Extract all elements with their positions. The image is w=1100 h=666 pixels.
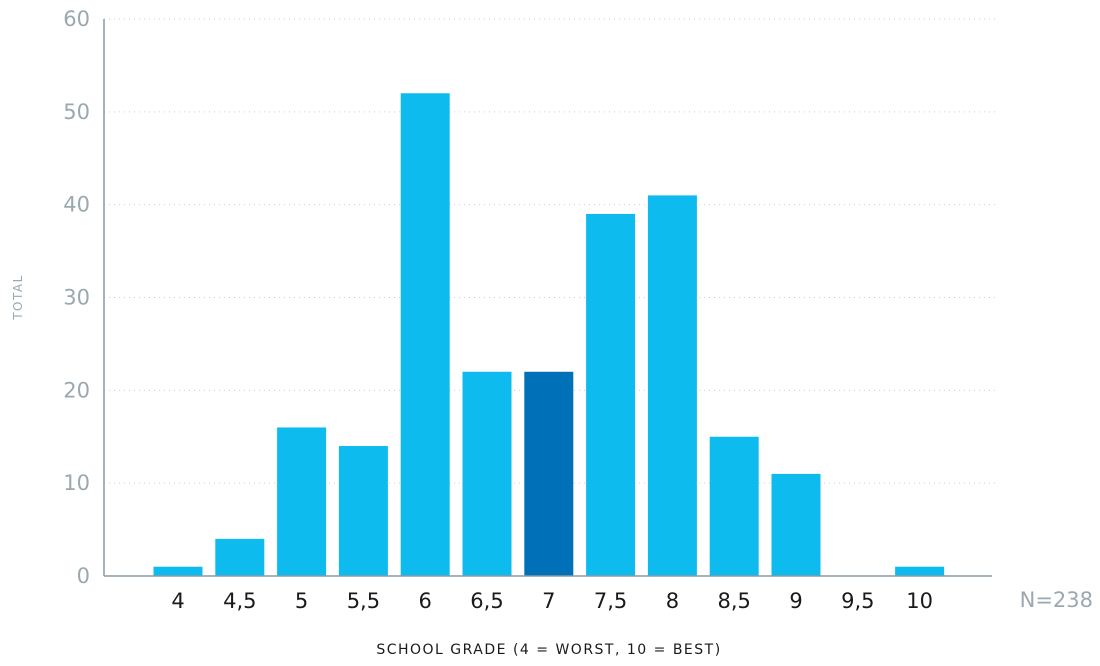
sample-size-annotation: N=238 bbox=[1020, 588, 1093, 612]
y-tick-label: 10 bbox=[63, 471, 90, 495]
x-tick-label: 8,5 bbox=[717, 589, 750, 613]
y-tick-labels: 0 10 20 30 40 50 60 bbox=[63, 7, 90, 588]
bar bbox=[153, 566, 203, 576]
y-tick-label: 50 bbox=[63, 100, 90, 124]
bar bbox=[462, 371, 512, 576]
x-tick-labels: 4 4,5 5 5,5 6 6,5 7 7,5 8 8,5 9 9,5 10 bbox=[171, 589, 933, 613]
bar bbox=[400, 93, 450, 577]
bars bbox=[153, 93, 945, 577]
bar bbox=[524, 371, 574, 576]
x-tick-label: 6,5 bbox=[470, 589, 503, 613]
y-tick-label: 0 bbox=[77, 564, 90, 588]
x-tick-label: 5 bbox=[295, 589, 308, 613]
y-tick-label: 40 bbox=[63, 193, 90, 217]
y-tick-label: 30 bbox=[63, 286, 90, 310]
bar bbox=[215, 538, 265, 576]
bar bbox=[647, 195, 697, 576]
y-tick-label: 60 bbox=[63, 7, 90, 31]
axes bbox=[103, 19, 992, 577]
y-tick-label: 20 bbox=[63, 378, 90, 402]
x-tick-label: 6 bbox=[419, 589, 432, 613]
bar bbox=[277, 427, 327, 576]
x-tick-label: 9,5 bbox=[841, 589, 874, 613]
bar bbox=[709, 436, 759, 576]
bar bbox=[895, 566, 945, 576]
bar bbox=[586, 213, 636, 576]
x-tick-label: 4,5 bbox=[223, 589, 256, 613]
bar bbox=[338, 446, 388, 576]
x-tick-label: 7 bbox=[542, 589, 555, 613]
x-axis-title: SCHOOL GRADE (4 = WORST, 10 = BEST) bbox=[376, 642, 721, 658]
bar bbox=[771, 473, 821, 576]
x-tick-label: 7,5 bbox=[594, 589, 627, 613]
x-tick-label: 10 bbox=[906, 589, 933, 613]
x-tick-label: 5,5 bbox=[347, 589, 380, 613]
x-tick-label: 8 bbox=[666, 589, 679, 613]
x-tick-label: 4 bbox=[171, 589, 184, 613]
x-tick-label: 9 bbox=[789, 589, 802, 613]
y-axis-title: TOTAL bbox=[11, 274, 25, 321]
